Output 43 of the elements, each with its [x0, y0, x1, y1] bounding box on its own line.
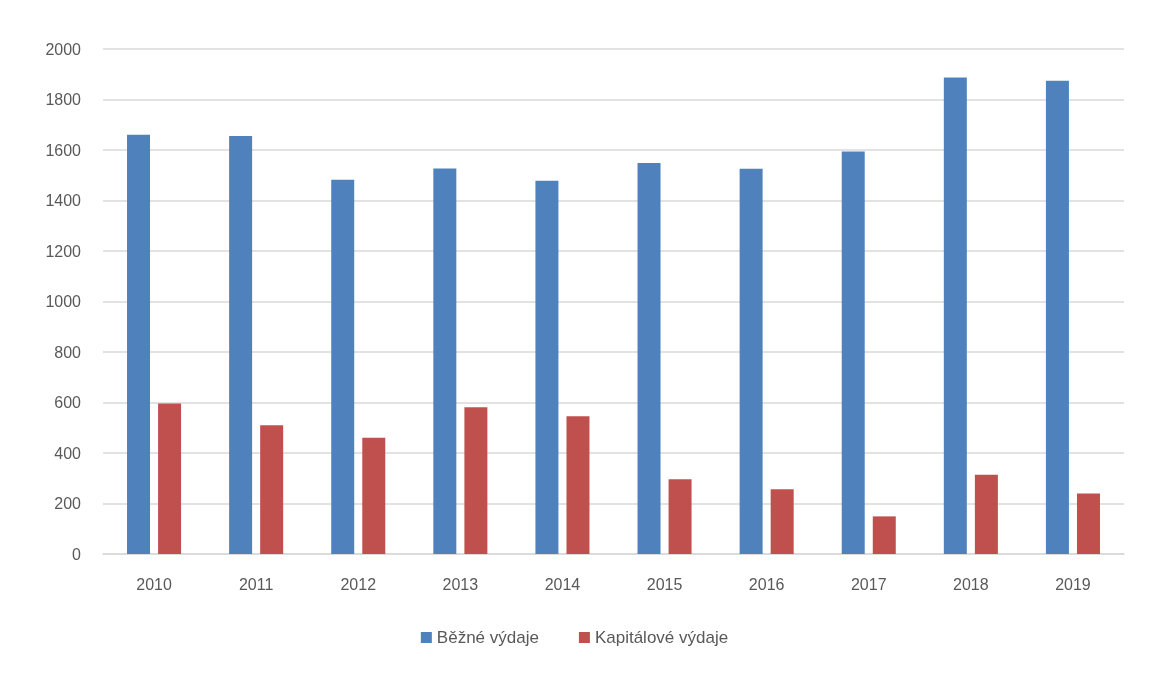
bar: [331, 179, 355, 554]
bar: [1076, 493, 1100, 554]
x-tick-label: 2017: [850, 575, 887, 593]
bar: [535, 180, 559, 554]
y-tick-label: 1200: [45, 242, 82, 260]
y-tick-label: 0: [72, 545, 82, 563]
bar: [464, 407, 488, 554]
legend-label: Kapitálové výdaje: [594, 628, 729, 647]
y-tick-label: 1000: [45, 293, 82, 310]
bar: [127, 134, 151, 554]
bar: [260, 425, 284, 554]
x-tick-label: 2012: [340, 575, 377, 593]
legend-label: Běžné výdaje: [436, 628, 539, 647]
bar: [433, 168, 457, 554]
y-tick-label: 1800: [45, 91, 82, 108]
x-tick-label: 2014: [544, 575, 581, 593]
x-tick-label: 2018: [953, 575, 989, 593]
x-tick-label: 2015: [646, 575, 683, 593]
bar: [637, 162, 661, 554]
bar: [872, 516, 896, 554]
bar: [841, 151, 865, 554]
y-tick-label: 400: [54, 444, 82, 462]
bar: [974, 474, 998, 554]
y-tick-label: 600: [54, 394, 82, 411]
y-tick-label: 2000: [45, 40, 82, 58]
x-tick-label: 2019: [1055, 575, 1091, 593]
bar: [362, 437, 386, 554]
bar: [668, 479, 692, 554]
x-tick-label: 2013: [442, 575, 479, 593]
bar: [770, 489, 794, 554]
y-tick-label: 200: [54, 495, 82, 512]
y-tick-label: 1400: [45, 192, 82, 209]
x-tick-label: 2016: [748, 575, 785, 593]
bar: [943, 77, 967, 554]
y-tick-label: 1600: [45, 141, 82, 159]
x-tick-label: 2010: [136, 575, 172, 593]
x-tick-label: 2011: [238, 575, 274, 593]
bar: [158, 403, 182, 554]
bar: [739, 168, 763, 554]
bar: [229, 136, 253, 554]
bar: [1045, 80, 1069, 554]
y-tick-label: 800: [54, 343, 82, 361]
bar: [566, 416, 590, 554]
